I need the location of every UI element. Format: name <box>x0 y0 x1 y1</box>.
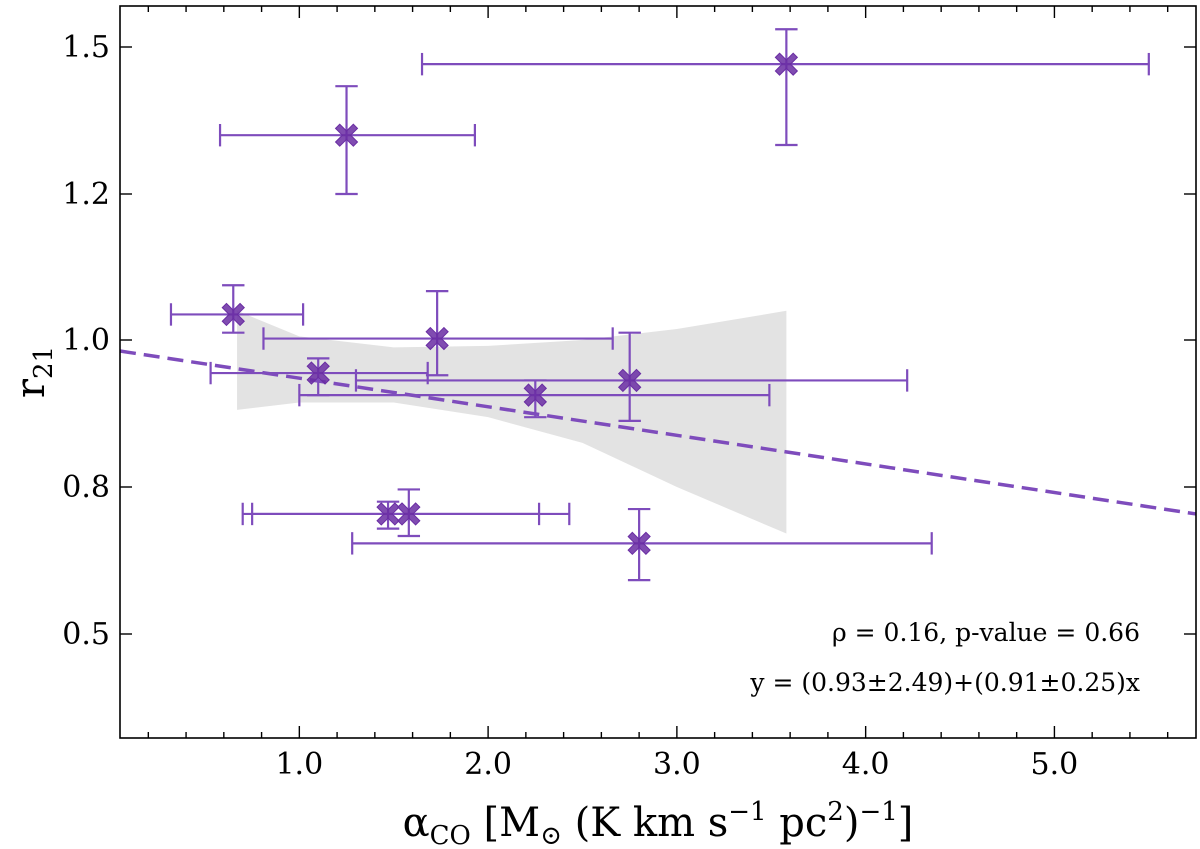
y-tick-label-2: 1.0 <box>62 323 110 358</box>
axis-ticks <box>120 6 1196 738</box>
y-tick-label-0: 0.5 <box>62 617 110 652</box>
x-tick-label-0: 1.0 <box>275 747 323 782</box>
annotation-fit-equation: y = (0.93±2.49)+(0.91±0.25)x <box>749 668 1140 697</box>
x-tick-labels: 1.0 2.0 3.0 4.0 5.0 <box>275 747 1078 782</box>
errorbar-0 <box>420 28 1150 147</box>
y-tick-label-3: 1.2 <box>62 177 110 212</box>
x-tick-label-1: 2.0 <box>464 747 512 782</box>
y-tick-labels: 0.5 0.8 1.0 1.2 1.5 <box>62 30 110 652</box>
x-tick-label-2: 3.0 <box>653 747 701 782</box>
data-point-4 <box>306 361 330 385</box>
confidence-band <box>237 310 787 534</box>
data-point-5 <box>523 383 548 407</box>
data-point-8 <box>397 502 421 526</box>
data-point-0 <box>774 52 799 76</box>
data-point-1 <box>334 123 359 147</box>
y-tick-label-4: 1.5 <box>62 30 110 65</box>
x-tick-label-3: 4.0 <box>842 747 890 782</box>
y-axis-label: r21 <box>8 346 59 398</box>
fit-line <box>119 349 1197 516</box>
data-point-6 <box>617 368 642 393</box>
data-point-3 <box>425 326 449 351</box>
x-axis-label: αCO [M⊙ (K km s−1 pc2)−1] <box>403 797 914 849</box>
data-point-layer <box>221 52 799 556</box>
errorbar-layer <box>169 28 1150 582</box>
y-tick-label-1: 0.8 <box>62 470 110 505</box>
confidence-band-layer <box>237 310 787 534</box>
data-point-2 <box>221 302 245 327</box>
fit-line-layer <box>119 349 1197 516</box>
x-tick-label-4: 5.0 <box>1031 747 1079 782</box>
data-point-9 <box>627 531 651 556</box>
plot-frame <box>119 5 1197 739</box>
annotation-correlation: ρ = 0.16, p-value = 0.66 <box>832 618 1140 647</box>
